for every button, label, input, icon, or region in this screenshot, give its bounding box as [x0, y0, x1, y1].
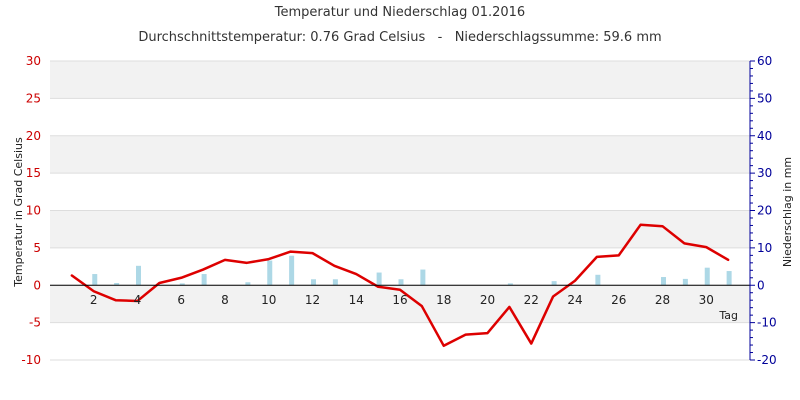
precipitation-bar	[92, 274, 98, 286]
axes	[50, 60, 755, 361]
precipitation-bar	[114, 283, 120, 286]
precipitation-bar	[289, 255, 295, 286]
y-tick-label: 5	[33, 241, 41, 255]
y2-tick-label: 60	[757, 54, 772, 68]
tick-labels: 2 4 6 8 10 12 14 16 18 20 22 24 26 28 30-10-5051015202…	[21, 54, 776, 367]
precipitation-bars	[92, 255, 732, 286]
x-tick-label: 18	[436, 293, 451, 307]
precipitation-bar	[595, 274, 601, 286]
precipitation-bar	[661, 277, 666, 286]
precipitation-bar	[398, 279, 404, 286]
gridlines	[50, 60, 750, 361]
y-tick-label: 20	[26, 129, 41, 143]
y2-axis-label: Niederschlag in mm	[781, 157, 794, 267]
precipitation-bar	[245, 282, 251, 286]
y-tick-label: 25	[26, 91, 41, 105]
y-tick-label: -5	[29, 316, 41, 330]
precipitation-bar	[682, 278, 688, 286]
background-bands	[50, 61, 750, 323]
chart-subtitle: Durchschnittstemperatur: 0.76 Grad Celsi…	[138, 30, 661, 45]
precipitation-bar	[136, 265, 141, 286]
y2-tick-label: 10	[757, 241, 772, 255]
x-tick-label: 10	[261, 293, 276, 307]
y2-tick-label: 40	[757, 129, 772, 143]
chart-title: Temperatur und Niederschlag 01.2016	[274, 5, 525, 20]
precipitation-bar	[704, 267, 710, 286]
y2-tick-label: 0	[757, 278, 765, 292]
x-tick-label: 20	[480, 293, 495, 307]
precipitation-bar	[726, 271, 732, 286]
y-tick-label: -10	[21, 353, 41, 367]
x-tick-label: 28	[655, 293, 670, 307]
x-tick-label: 2	[90, 293, 98, 307]
y2-tick-label: -20	[757, 353, 777, 367]
temperature-line	[70, 223, 730, 348]
y2-tick-label: 20	[757, 204, 772, 218]
grid-band	[50, 61, 750, 99]
x-tick-label: 16	[392, 293, 407, 307]
precipitation-bar	[420, 269, 426, 286]
y-tick-label: 0	[33, 278, 41, 292]
precipitation-bar	[376, 272, 382, 286]
precipitation-bar	[201, 274, 207, 286]
precipitation-bar	[332, 279, 338, 286]
grid-band	[50, 135, 750, 174]
y2-tick-label: 30	[757, 166, 772, 180]
y2-tick-label: 50	[757, 91, 772, 105]
x-tick-label: 8	[221, 293, 229, 307]
x-axis-label: Tag	[718, 309, 738, 322]
y-tick-label: 15	[26, 166, 41, 180]
y-tick-label: 30	[26, 54, 41, 68]
x-tick-label: 12	[305, 293, 320, 307]
grid-band	[50, 285, 750, 323]
y-tick-label: 10	[26, 204, 41, 218]
y2-tick-label: -10	[757, 316, 777, 330]
x-tick-label: 30	[699, 293, 714, 307]
precipitation-bar	[179, 283, 185, 286]
grid-band	[50, 210, 750, 248]
x-tick-label: 6	[177, 293, 185, 307]
x-tick-label: 4	[134, 293, 142, 307]
precipitation-bar	[311, 279, 316, 286]
x-tick-label: 22	[524, 293, 539, 307]
x-tick-label: 24	[567, 293, 582, 307]
x-tick-label: 14	[349, 293, 364, 307]
precipitation-bar	[507, 283, 513, 286]
y-axis-label: Temperatur in Grad Celsius	[12, 137, 25, 288]
precipitation-bar	[267, 260, 273, 286]
x-tick-label: 26	[611, 293, 626, 307]
precipitation-bar	[551, 281, 557, 286]
